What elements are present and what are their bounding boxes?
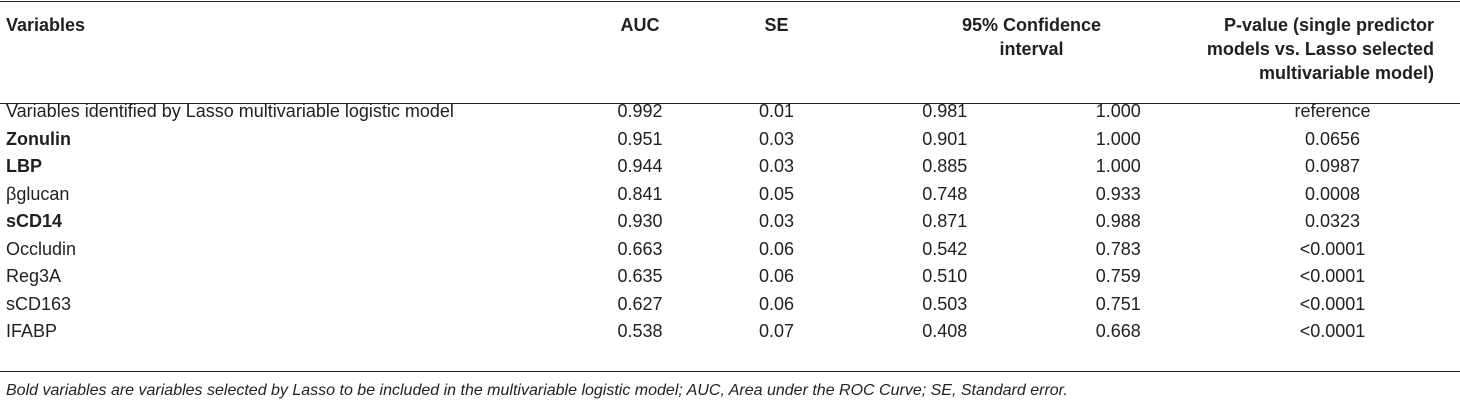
variable-cell: sCD163: [6, 293, 72, 314]
header-p-line3: multivariable model): [1258, 63, 1434, 83]
table-row: Zonulin 0.951 0.03 0.901 1.000 0.0656: [0, 126, 1460, 154]
se-cell: 0.06: [758, 238, 795, 259]
auc-cell: 0.992: [617, 101, 663, 121]
ci-low-cell: 0.510: [922, 266, 968, 286]
se-cell: 0.03: [758, 211, 795, 231]
variable-cell: LBP: [6, 156, 42, 176]
header-rule: [0, 103, 1460, 104]
ci-low-cell: 0.542: [922, 238, 968, 259]
top-rule: [0, 1, 1460, 2]
variable-cell: βglucan: [6, 183, 70, 204]
p-value-cell: <0.0001: [1299, 321, 1366, 341]
ci-high-cell: 1.000: [1095, 156, 1141, 176]
p-value-cell: 0.0656: [1304, 128, 1361, 149]
ci-low-cell: 0.981: [922, 101, 968, 121]
ci-high-cell: 0.933: [1095, 183, 1141, 204]
ci-high-cell: 0.988: [1095, 211, 1141, 231]
p-value-cell: 0.0323: [1304, 211, 1361, 231]
table-footnote: Bold variables are variables selected by…: [6, 382, 1068, 399]
ci-high-cell: 0.783: [1095, 238, 1141, 259]
ci-low-cell: 0.871: [922, 211, 968, 231]
se-cell: 0.05: [758, 183, 795, 204]
variable-cell: Variables identified by Lasso multivaria…: [6, 101, 454, 121]
header-p-value: P-value (single predictor models vs. Las…: [1205, 2, 1460, 98]
variable-cell: Occludin: [6, 238, 77, 259]
ci-low-cell: 0.503: [922, 293, 968, 314]
p-value-cell: <0.0001: [1299, 238, 1366, 259]
p-value-cell: reference: [1294, 101, 1371, 121]
se-cell: 0.07: [758, 321, 795, 341]
bottom-rule: [0, 371, 1460, 372]
header-se: SE: [764, 15, 789, 35]
header-confidence-interval: 95% Confidence interval: [858, 2, 1205, 98]
ci-high-cell: 0.759: [1095, 266, 1141, 286]
p-value-cell: 0.0987: [1304, 156, 1361, 176]
ci-low-cell: 0.748: [922, 183, 968, 204]
auc-cell: 0.944: [617, 156, 663, 176]
table-row: Occludin 0.663 0.06 0.542 0.783 <0.0001: [0, 236, 1460, 264]
variable-cell: sCD14: [6, 211, 63, 231]
se-cell: 0.06: [758, 293, 795, 314]
ci-low-cell: 0.885: [922, 156, 968, 176]
se-cell: 0.06: [758, 266, 795, 286]
p-value-cell: <0.0001: [1299, 293, 1366, 314]
auc-cell: 0.951: [617, 128, 663, 149]
table-row: sCD14 0.930 0.03 0.871 0.988 0.0323: [0, 208, 1460, 236]
header-p-line1: P-value (single predictor: [1223, 15, 1434, 35]
se-cell: 0.03: [758, 156, 795, 176]
header-ci-line2: interval: [999, 39, 1064, 59]
p-value-cell: <0.0001: [1299, 266, 1366, 286]
se-cell: 0.03: [758, 128, 795, 149]
header-ci-line1: 95% Confidence: [961, 15, 1102, 35]
ci-low-cell: 0.408: [922, 321, 968, 341]
header-row: Variables AUC SE 95% Confidence interval…: [0, 2, 1460, 98]
auc-cell: 0.538: [617, 321, 663, 341]
ci-low-cell: 0.901: [922, 128, 968, 149]
header-variables: Variables: [6, 15, 86, 35]
auc-cell: 0.930: [617, 211, 663, 231]
results-table: Variables AUC SE 95% Confidence interval…: [0, 2, 1460, 346]
auc-cell: 0.635: [617, 266, 663, 286]
table-row: βglucan 0.841 0.05 0.748 0.933 0.0008: [0, 181, 1460, 209]
auc-cell: 0.841: [617, 183, 663, 204]
ci-high-cell: 0.751: [1095, 293, 1141, 314]
header-p-line2: models vs. Lasso selected: [1206, 39, 1434, 59]
ci-high-cell: 1.000: [1095, 128, 1141, 149]
table-body: Variables identified by Lasso multivaria…: [0, 98, 1460, 346]
table-row: IFABP 0.538 0.07 0.408 0.668 <0.0001: [0, 318, 1460, 346]
table-row: sCD163 0.627 0.06 0.503 0.751 <0.0001: [0, 291, 1460, 319]
variable-cell: IFABP: [6, 321, 58, 341]
auc-cell: 0.663: [617, 238, 663, 259]
header-auc: AUC: [620, 15, 660, 35]
table-row: Variables identified by Lasso multivaria…: [0, 98, 1460, 126]
variable-cell: Reg3A: [6, 266, 62, 286]
p-value-cell: 0.0008: [1304, 183, 1361, 204]
ci-high-cell: 0.668: [1095, 321, 1141, 341]
se-cell: 0.01: [758, 101, 795, 121]
variable-cell: Zonulin: [6, 128, 71, 149]
table-row: Reg3A 0.635 0.06 0.510 0.759 <0.0001: [0, 263, 1460, 291]
ci-high-cell: 1.000: [1095, 101, 1141, 121]
auc-cell: 0.627: [617, 293, 663, 314]
table-row: LBP 0.944 0.03 0.885 1.000 0.0987: [0, 153, 1460, 181]
